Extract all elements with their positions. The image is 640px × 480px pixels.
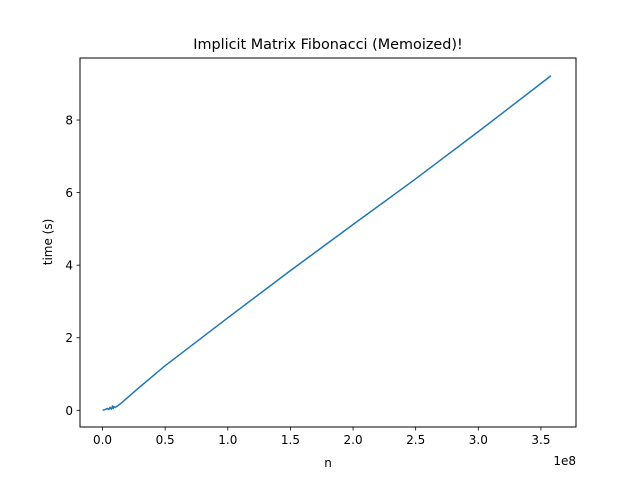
y-tick-label: 4	[65, 259, 73, 273]
x-tick-label: 0.0	[93, 433, 112, 447]
x-tick-label: 3.5	[531, 433, 550, 447]
x-tick-label: 3.0	[469, 433, 488, 447]
chart-title: Implicit Matrix Fibonacci (Memoized)!	[193, 37, 463, 53]
y-axis-label: time (s)	[41, 219, 55, 266]
y-tick-label: 2	[65, 331, 73, 345]
y-tick-label: 6	[65, 186, 73, 200]
x-tick-label: 0.5	[156, 433, 175, 447]
x-tick-label: 1.5	[281, 433, 300, 447]
plot-line-layer	[102, 75, 552, 412]
y-tick-label: 8	[65, 114, 73, 128]
x-tick-label: 2.5	[406, 433, 425, 447]
plot-area-frame	[79, 57, 577, 428]
y-tick-label: 0	[65, 404, 73, 418]
y-tick-layer: 0 2 4 6 8	[65, 114, 80, 418]
x-axis-offset-label: 1e8	[553, 454, 576, 468]
x-tick-label: 2.0	[344, 433, 363, 447]
x-tick-layer: 0.0 0.5 1.0 1.5 2.0 2.5 3.0 3.5	[93, 427, 550, 447]
x-axis-label: n	[324, 456, 332, 470]
x-tick-label: 1.0	[218, 433, 237, 447]
series-line-0	[102, 75, 552, 412]
